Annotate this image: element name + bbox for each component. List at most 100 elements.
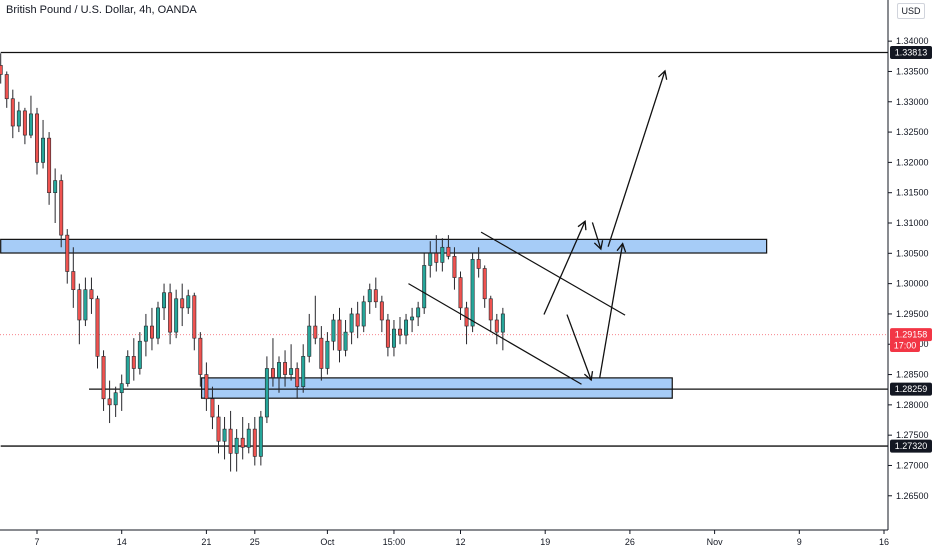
- candle-body: [186, 295, 191, 309]
- y-tick-label: 1.31000: [896, 218, 929, 228]
- projection-arrow-line: [607, 70, 666, 247]
- price-tag-box: [890, 439, 932, 453]
- candle-body: [373, 289, 378, 303]
- candle-body: [446, 246, 451, 257]
- candle-body: [391, 328, 396, 348]
- projection-arrow-line: [591, 222, 602, 250]
- candle-body: [277, 362, 281, 378]
- candle-body: [210, 398, 215, 418]
- price-tag-label: 1.28259: [895, 384, 928, 394]
- y-tick-label: 1.26500: [896, 491, 929, 501]
- candle-body: [343, 331, 348, 351]
- price-tag-box: [890, 328, 932, 342]
- y-tick-label: 1.28500: [896, 370, 929, 380]
- candle-body: [295, 368, 300, 387]
- projection-arrow-line: [599, 243, 624, 379]
- candle-body: [228, 428, 233, 454]
- candle-body: [452, 256, 457, 278]
- price-tag-box: [890, 338, 920, 352]
- candle-body: [264, 368, 269, 418]
- horizontal-levels: [0, 51, 888, 447]
- price-tag-label: 1.29158: [895, 330, 928, 340]
- candle-body: [180, 298, 185, 309]
- candle-body: [162, 292, 167, 309]
- zone-rect: [200, 377, 673, 399]
- price-tag-box: [890, 382, 932, 396]
- x-tick-label: 14: [117, 537, 127, 547]
- candle-body: [270, 368, 275, 378]
- candle-body: [361, 301, 366, 327]
- price-tag-box: [890, 45, 932, 59]
- candle-body: [0, 65, 3, 75]
- candle-body: [204, 374, 209, 400]
- candle-body: [379, 301, 384, 321]
- candle-body: [458, 277, 463, 309]
- x-tick-label: 9: [797, 537, 802, 547]
- currency-button[interactable]: USD: [897, 3, 925, 19]
- projection-arrow-line: [543, 220, 586, 315]
- candle-body: [482, 268, 487, 300]
- x-tick-label: 15:00: [383, 537, 406, 547]
- y-tick-label: 1.34000: [896, 36, 929, 46]
- candle-body: [494, 319, 499, 333]
- candle-body: [71, 271, 76, 290]
- candle-body: [101, 356, 106, 400]
- candle-body: [35, 113, 39, 163]
- candle-body: [422, 265, 427, 309]
- candle-body: [192, 295, 197, 339]
- candle-body: [95, 298, 100, 357]
- price-tag-label: 17:00: [894, 340, 917, 350]
- candle-body: [83, 289, 88, 321]
- candle-body: [16, 110, 21, 127]
- y-tick-label: 1.30500: [896, 248, 929, 258]
- candle-body: [89, 289, 94, 300]
- candle-body: [240, 437, 245, 448]
- y-tick-label: 1.33000: [896, 97, 929, 107]
- arrow-head: [583, 371, 594, 382]
- candle-body: [168, 292, 173, 333]
- candle-body: [65, 234, 70, 272]
- candle-body: [337, 319, 342, 351]
- candle-body: [355, 313, 360, 327]
- candle-body: [41, 137, 46, 163]
- price-tag-label: 1.27320: [895, 441, 928, 451]
- x-tick-label: 16: [879, 537, 889, 547]
- zone-rect: [0, 238, 768, 254]
- candle-body: [301, 356, 306, 387]
- x-tick-label: Oct: [320, 537, 335, 547]
- arrow-head: [577, 219, 587, 231]
- y-tick-label: 1.33500: [896, 66, 929, 76]
- y-tick-label: 1.27500: [896, 430, 929, 440]
- candle-body: [319, 337, 324, 369]
- candle-body: [4, 74, 9, 100]
- trend-line: [408, 283, 582, 385]
- y-tick-label: 1.30000: [896, 279, 929, 289]
- y-tick-label: 1.31500: [896, 188, 929, 198]
- candle-body: [289, 368, 294, 375]
- candle-body: [258, 416, 263, 457]
- candle-body: [313, 325, 318, 339]
- trend-lines: [408, 231, 626, 385]
- candle-body: [174, 298, 179, 333]
- candle-body: [143, 325, 148, 342]
- x-tick-label: Nov: [707, 537, 724, 547]
- candle-body: [107, 398, 112, 406]
- arrow-head: [593, 240, 604, 251]
- trend-line: [480, 231, 626, 316]
- candle-body: [77, 289, 82, 321]
- candle-body: [283, 362, 288, 375]
- projection-arrow-line: [566, 314, 592, 381]
- candle-body: [476, 259, 481, 269]
- candle-body: [428, 253, 433, 266]
- candle-body: [198, 337, 203, 375]
- arrow-head: [616, 242, 627, 253]
- x-tick-label: 19: [540, 537, 550, 547]
- candle-body: [125, 356, 130, 384]
- candle-body: [47, 137, 52, 193]
- candle-body: [404, 319, 409, 336]
- candle-body: [307, 325, 312, 357]
- chart-title: British Pound / U.S. Dollar, 4h, OANDA: [6, 4, 197, 16]
- candle-body: [470, 259, 475, 327]
